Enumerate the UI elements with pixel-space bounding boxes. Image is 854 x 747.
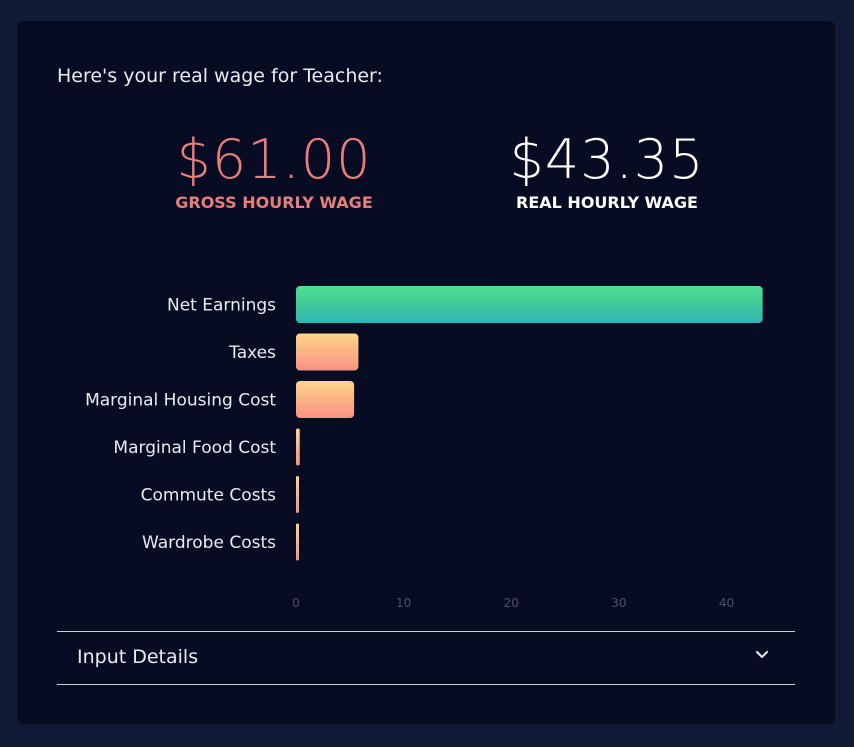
bar-marginal-food-cost	[296, 428, 300, 466]
bar-label-taxes: Taxes	[228, 343, 276, 363]
bar-net-earnings	[296, 286, 763, 323]
bar-commute-costs	[296, 476, 299, 513]
wage-card: Here's your real wage for Teacher: $61.0…	[17, 21, 835, 724]
real-wage-label: REAL HOURLY WAGE	[516, 193, 698, 212]
input-details-toggle[interactable]: Input Details	[57, 631, 795, 685]
bar-label-wardrobe-costs: Wardrobe Costs	[142, 533, 276, 553]
gross-wage-label: GROSS HOURLY WAGE	[175, 193, 373, 212]
bar-label-marginal-housing-cost: Marginal Housing Cost	[85, 391, 276, 411]
gross-wage-stat: $61.00 GROSS HOURLY WAGE	[114, 128, 434, 213]
x-tick-label: 40	[719, 596, 734, 610]
x-tick-label: 10	[396, 596, 411, 610]
real-wage-stat: $43.35 REAL HOURLY WAGE	[447, 128, 767, 213]
bar-marginal-housing-cost	[296, 381, 355, 418]
bar-label-commute-costs: Commute Costs	[141, 486, 276, 506]
x-tick-label: 20	[504, 596, 519, 610]
chevron-down-icon[interactable]	[755, 648, 769, 662]
bar-taxes	[296, 333, 359, 371]
x-tick-label: 30	[611, 596, 626, 610]
intro-text: Here's your real wage for Teacher:	[57, 65, 383, 87]
bar-label-marginal-food-cost: Marginal Food Cost	[113, 438, 276, 458]
bar-label-net-earnings: Net Earnings	[167, 296, 276, 316]
gross-wage-value: $61.00	[176, 128, 372, 191]
wage-breakdown-chart: Net Earnings Taxes Marginal Housing Cost Ma…	[85, 286, 763, 610]
input-details-label: Input Details	[77, 646, 199, 668]
bar-wardrobe-costs	[296, 523, 299, 561]
x-tick-label: 0	[292, 596, 300, 610]
real-wage-value: $43.35	[509, 128, 705, 191]
